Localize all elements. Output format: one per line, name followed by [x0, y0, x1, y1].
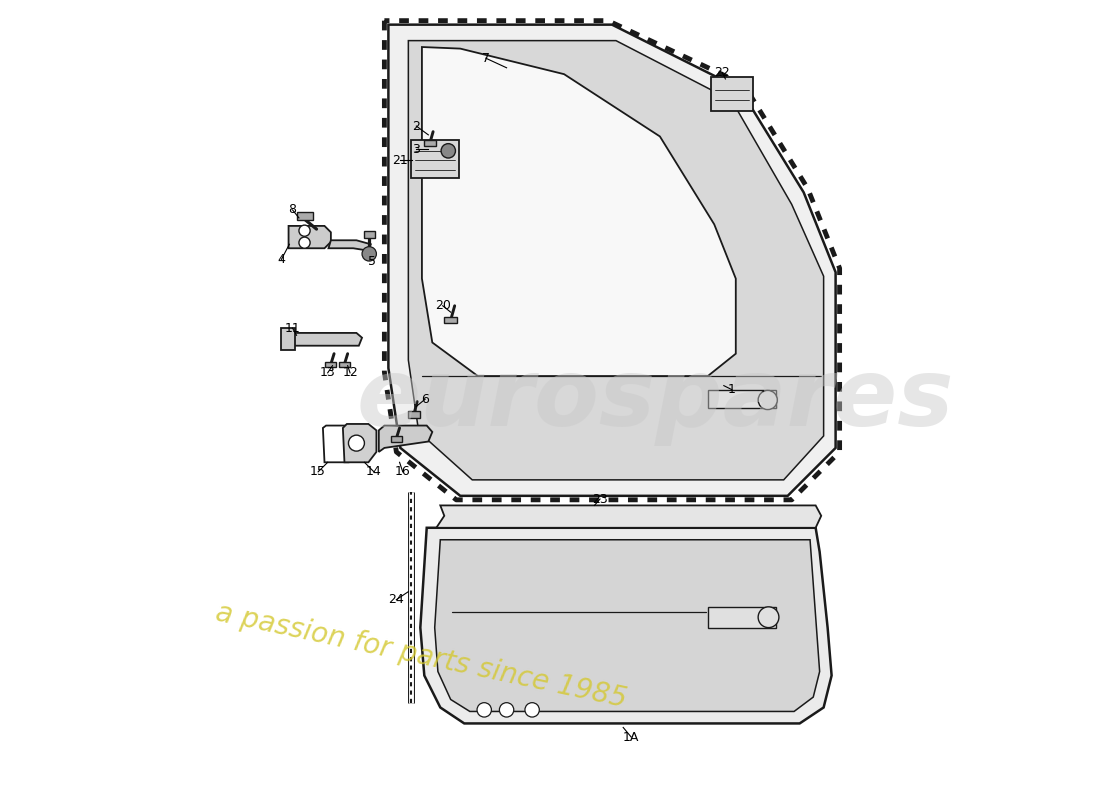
Bar [707, 607, 776, 628]
Text: 1: 1 [728, 383, 736, 396]
Polygon shape [388, 25, 836, 496]
Bar [707, 390, 776, 408]
Circle shape [477, 702, 492, 717]
Bar [326, 362, 337, 367]
Polygon shape [289, 333, 362, 346]
Circle shape [349, 435, 364, 451]
Text: 7: 7 [482, 52, 490, 65]
Polygon shape [420, 528, 832, 723]
Text: 24: 24 [388, 593, 404, 606]
Bar [297, 212, 312, 220]
Circle shape [362, 246, 376, 261]
Bar [364, 231, 375, 238]
Circle shape [758, 607, 779, 628]
Polygon shape [329, 240, 371, 250]
Circle shape [499, 702, 514, 717]
Text: eurospares: eurospares [356, 354, 954, 446]
Bar [410, 140, 459, 178]
Bar [339, 362, 350, 367]
Text: 13: 13 [320, 366, 336, 379]
Text: 22: 22 [714, 66, 730, 79]
Text: 4: 4 [277, 253, 285, 266]
Text: 15: 15 [310, 466, 326, 478]
Circle shape [299, 225, 310, 236]
Text: 14: 14 [366, 466, 382, 478]
Circle shape [299, 237, 310, 248]
Text: 11: 11 [285, 322, 300, 334]
Bar [390, 436, 402, 442]
Bar [425, 141, 436, 146]
Text: 20: 20 [434, 299, 451, 312]
Bar [444, 317, 458, 323]
Text: 21: 21 [392, 154, 407, 167]
Bar [280, 328, 295, 350]
Text: 16: 16 [395, 466, 410, 478]
Text: 3: 3 [412, 142, 420, 156]
Bar [408, 411, 420, 418]
Polygon shape [434, 540, 820, 711]
Text: 1A: 1A [623, 730, 639, 743]
Text: 5: 5 [368, 255, 376, 268]
Text: 23: 23 [592, 493, 608, 506]
Circle shape [758, 390, 778, 410]
Text: 6: 6 [421, 393, 429, 406]
Text: 12: 12 [342, 366, 358, 379]
Polygon shape [378, 426, 432, 452]
Polygon shape [288, 226, 331, 248]
Polygon shape [437, 506, 822, 528]
Text: a passion for parts since 1985: a passion for parts since 1985 [212, 598, 629, 713]
Polygon shape [422, 47, 736, 376]
Circle shape [441, 144, 455, 158]
Bar [711, 78, 752, 111]
Circle shape [525, 702, 539, 717]
Polygon shape [343, 424, 376, 462]
Text: 8: 8 [288, 203, 297, 217]
Polygon shape [408, 41, 824, 480]
Text: 2: 2 [412, 119, 420, 133]
